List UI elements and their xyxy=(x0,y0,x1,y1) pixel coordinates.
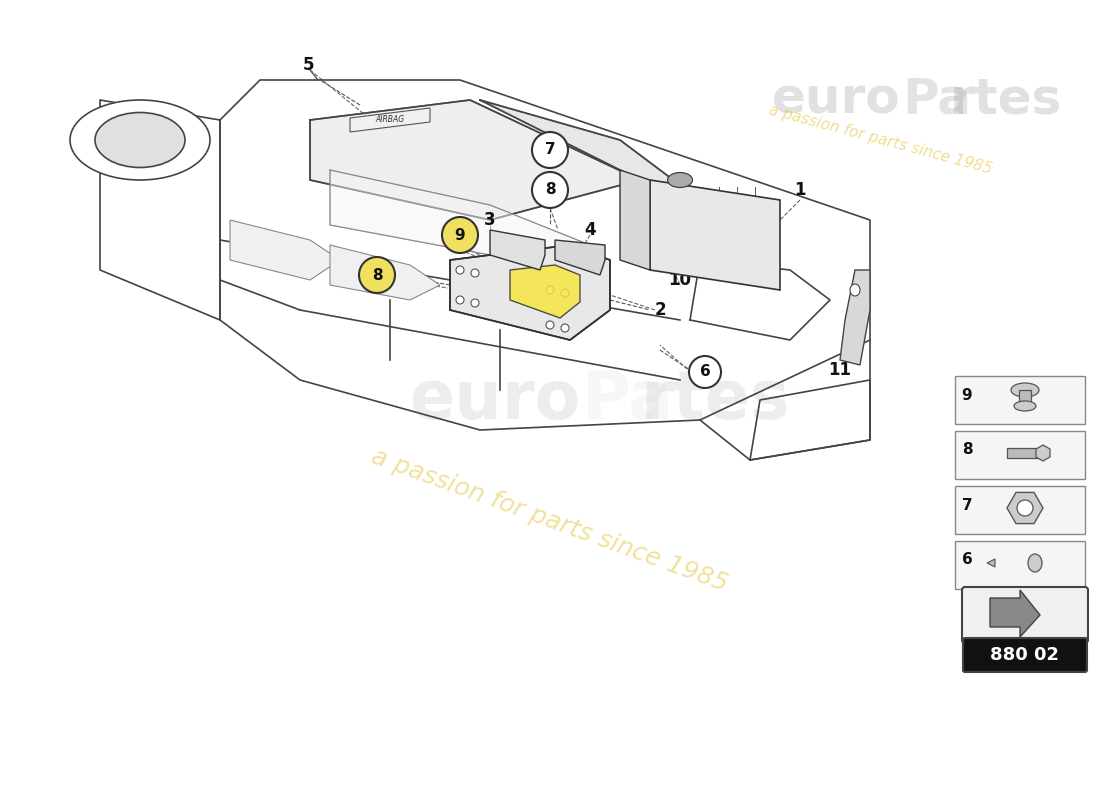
Ellipse shape xyxy=(850,284,860,296)
Circle shape xyxy=(561,289,569,297)
Circle shape xyxy=(532,172,568,208)
Text: AIRBAG: AIRBAG xyxy=(375,115,405,125)
Polygon shape xyxy=(330,245,440,300)
Ellipse shape xyxy=(1011,383,1040,397)
FancyBboxPatch shape xyxy=(962,638,1087,672)
Text: euro: euro xyxy=(408,367,580,433)
Polygon shape xyxy=(990,590,1040,637)
Text: 10: 10 xyxy=(669,271,692,289)
Ellipse shape xyxy=(668,173,693,187)
Circle shape xyxy=(561,324,569,332)
Text: 5: 5 xyxy=(302,56,313,74)
FancyBboxPatch shape xyxy=(955,431,1085,479)
Circle shape xyxy=(456,266,464,274)
FancyBboxPatch shape xyxy=(955,541,1085,589)
Polygon shape xyxy=(310,100,640,220)
Text: 2: 2 xyxy=(654,301,667,319)
Polygon shape xyxy=(350,108,430,132)
Polygon shape xyxy=(987,559,996,567)
Text: 11: 11 xyxy=(828,361,851,379)
Circle shape xyxy=(1018,500,1033,516)
Ellipse shape xyxy=(95,113,185,167)
Polygon shape xyxy=(840,270,870,365)
Polygon shape xyxy=(1036,445,1050,461)
Polygon shape xyxy=(450,245,610,340)
Polygon shape xyxy=(330,170,590,255)
Text: 8: 8 xyxy=(372,267,383,282)
Circle shape xyxy=(546,321,554,329)
Text: 1: 1 xyxy=(794,181,805,199)
FancyBboxPatch shape xyxy=(955,486,1085,534)
Circle shape xyxy=(471,299,478,307)
Text: 8: 8 xyxy=(961,442,972,458)
FancyBboxPatch shape xyxy=(955,376,1085,424)
Text: 8: 8 xyxy=(544,182,556,198)
Bar xyxy=(1006,448,1043,458)
Text: 6: 6 xyxy=(961,553,972,567)
Text: 9: 9 xyxy=(961,387,972,402)
Text: 7: 7 xyxy=(544,142,556,158)
Text: rtes: rtes xyxy=(640,367,790,433)
FancyBboxPatch shape xyxy=(962,587,1088,643)
Polygon shape xyxy=(556,240,605,275)
Text: 9: 9 xyxy=(454,227,465,242)
Text: 4: 4 xyxy=(584,221,596,239)
Polygon shape xyxy=(620,170,650,270)
Circle shape xyxy=(471,269,478,277)
Bar xyxy=(1019,390,1031,406)
Circle shape xyxy=(442,217,478,253)
Text: a passion for parts since 1985: a passion for parts since 1985 xyxy=(767,103,993,177)
Ellipse shape xyxy=(70,100,210,180)
Text: 6: 6 xyxy=(700,365,711,379)
Text: 7: 7 xyxy=(961,498,972,513)
Circle shape xyxy=(689,356,720,388)
Circle shape xyxy=(359,257,395,293)
Text: Pa: Pa xyxy=(582,367,674,433)
Polygon shape xyxy=(1006,493,1043,523)
Circle shape xyxy=(546,286,554,294)
Circle shape xyxy=(532,132,568,168)
Ellipse shape xyxy=(1014,401,1036,411)
Polygon shape xyxy=(480,100,700,200)
Text: euro: euro xyxy=(771,76,900,124)
Ellipse shape xyxy=(1028,554,1042,572)
Text: 3: 3 xyxy=(484,211,496,229)
Polygon shape xyxy=(510,265,580,318)
Text: 880 02: 880 02 xyxy=(990,646,1059,664)
Polygon shape xyxy=(650,180,780,290)
Text: Pa: Pa xyxy=(902,76,971,124)
Text: rtes: rtes xyxy=(950,76,1063,124)
Text: a passion for parts since 1985: a passion for parts since 1985 xyxy=(368,444,732,596)
Polygon shape xyxy=(490,230,544,270)
Circle shape xyxy=(456,296,464,304)
Polygon shape xyxy=(230,220,340,280)
